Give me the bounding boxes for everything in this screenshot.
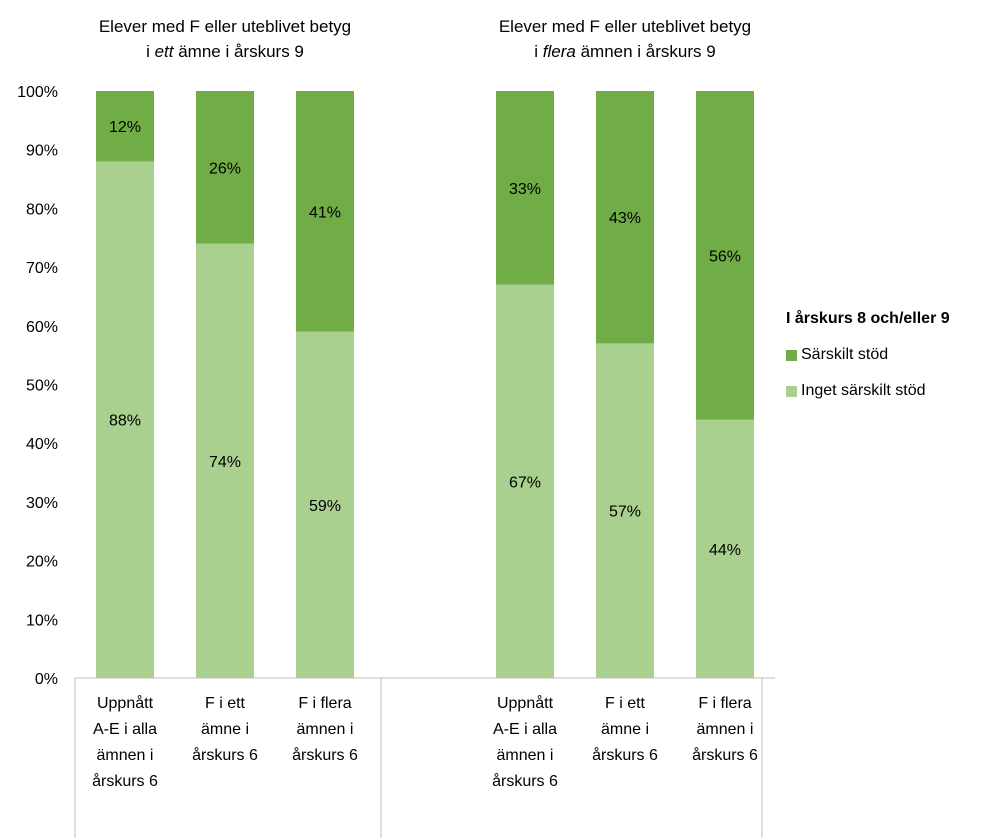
data-label: 56%	[709, 248, 741, 265]
x-category-label: Uppnått A-E i alla ämnen i årskurs 6	[492, 694, 558, 790]
x-category-label: F i flera ämnen i årskurs 6	[292, 695, 358, 764]
legend-item-inget-sarskilt-stod: Inget särskilt stöd	[786, 382, 986, 400]
data-label: 59%	[309, 498, 341, 515]
x-category-label: Uppnått A-E i alla ämnen i årskurs 6	[92, 694, 158, 790]
bar-segment	[96, 91, 154, 162]
legend-swatch-inget-sarskilt-stod	[786, 385, 797, 397]
bar-segment	[596, 91, 654, 344]
data-labels: 88% 12% 74% 26% 59% 41% 67% 33% 57% 43% 44% 56%	[109, 119, 741, 559]
bar-segment	[196, 91, 254, 244]
y-tick-label: 30%	[26, 495, 58, 512]
bar-segment	[96, 161, 154, 678]
legend-title: I årskurs 8 och/eller 9	[786, 310, 950, 327]
bar-segment	[496, 284, 554, 678]
y-tick-label: 70%	[26, 260, 58, 277]
bars	[96, 91, 754, 678]
legend-item-sarskilt-stod: Särskilt stöd	[786, 346, 986, 364]
data-label: 74%	[209, 454, 241, 471]
y-tick-label: 40%	[26, 436, 58, 453]
y-tick-label: 0%	[35, 671, 58, 688]
data-label: 57%	[609, 504, 641, 521]
data-label: 88%	[109, 413, 141, 430]
y-tick-label: 60%	[26, 319, 58, 336]
y-tick-label: 90%	[26, 143, 58, 160]
y-axis: 0% 10% 20% 30% 40% 50% 60% 70% 80% 90% 100%	[17, 84, 58, 688]
group-title: Elever med F eller uteblivet betyg i ett …	[99, 17, 351, 61]
bar-segment	[196, 243, 254, 678]
y-tick-label: 50%	[26, 378, 58, 395]
bar-segment	[696, 91, 754, 420]
bar-segment	[496, 91, 554, 285]
y-tick-label: 20%	[26, 554, 58, 571]
group-titles: Elever med F eller uteblivet betyg i ett …	[99, 17, 751, 61]
data-label: 44%	[709, 542, 741, 559]
group-title: Elever med F eller uteblivet betyg i fler…	[499, 17, 751, 61]
data-label: 67%	[509, 474, 541, 491]
data-label: 33%	[509, 181, 541, 198]
legend-swatch-sarskilt-stod	[786, 349, 797, 361]
legend: I årskurs 8 och/eller 9 Särskilt stöd In…	[786, 310, 986, 418]
bar-segment	[296, 331, 354, 678]
data-label: 41%	[309, 204, 341, 221]
y-tick-label: 80%	[26, 201, 58, 218]
bar-segment	[296, 91, 354, 332]
x-category-label: F i ett ämne i årskurs 6	[192, 695, 258, 764]
y-tick-label: 10%	[26, 612, 58, 629]
data-label: 26%	[209, 160, 241, 177]
x-category-label: F i flera ämnen i årskurs 6	[692, 695, 758, 764]
legend-label-inget-sarskilt-stod: Inget särskilt stöd	[801, 382, 926, 399]
bar-segment	[596, 343, 654, 678]
data-label: 43%	[609, 210, 641, 227]
data-label: 12%	[109, 119, 141, 136]
y-tick-label: 100%	[17, 84, 58, 101]
bar-segment	[696, 419, 754, 678]
x-axis: Uppnått A-E i alla ämnen i årskurs 6 F i ett…	[74, 677, 775, 838]
legend-label-sarskilt-stod: Särskilt stöd	[801, 346, 889, 363]
x-category-label: F i ett ämne i årskurs 6	[592, 695, 658, 764]
